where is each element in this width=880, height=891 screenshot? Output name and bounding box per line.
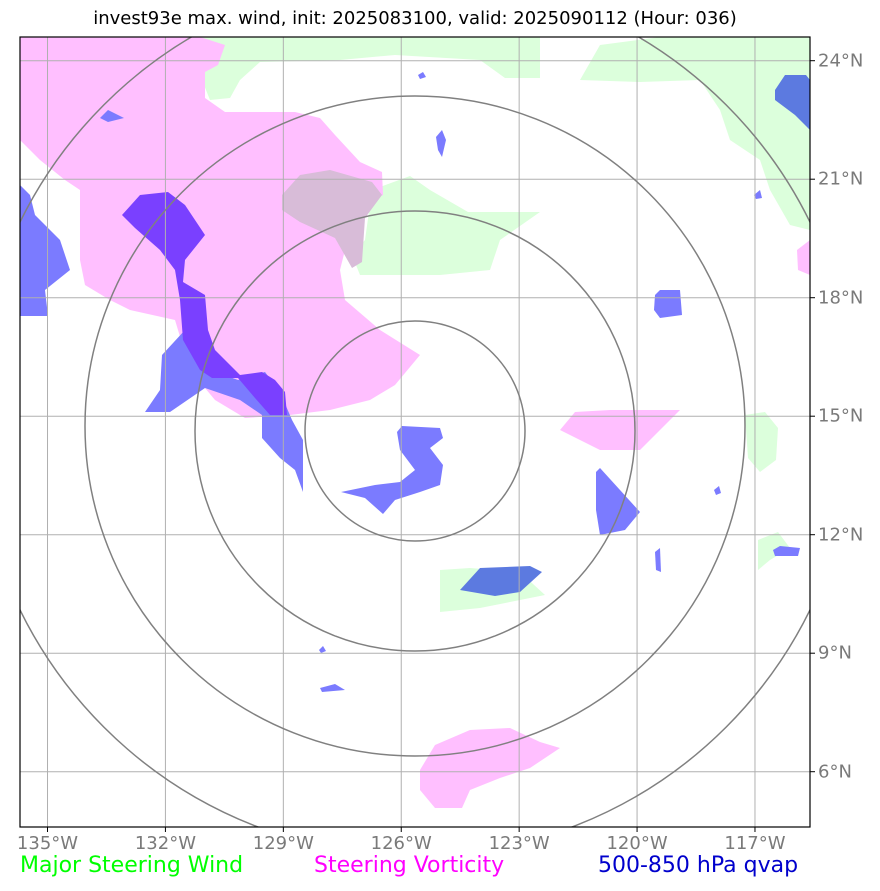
qvap-speck-3 xyxy=(655,548,661,572)
vort-region-east xyxy=(560,410,680,450)
qvap-speck-8 xyxy=(418,72,426,79)
qvap-region-center xyxy=(341,426,443,514)
wind-region-central xyxy=(352,176,540,275)
lon-label: 129°W xyxy=(252,833,314,854)
qvap-region-east xyxy=(596,468,640,535)
distance-ring-3 xyxy=(84,95,746,757)
wind-region-east xyxy=(745,412,778,472)
distance-ring-1 xyxy=(304,320,526,542)
qvap-region-west xyxy=(20,185,70,316)
qvap-region-band-dark xyxy=(122,192,287,415)
map-title: invest93e max. wind, init: 2025083100, v… xyxy=(93,8,737,29)
lat-label: 21°N xyxy=(818,168,864,190)
lon-label: 117°W xyxy=(724,833,786,854)
qvap-speck-6 xyxy=(754,190,762,199)
qvap-speck-7 xyxy=(714,486,721,495)
distance-ring-2 xyxy=(194,210,636,652)
qvap-speck-5 xyxy=(320,684,345,692)
lon-label: 126°W xyxy=(370,833,432,854)
vort-region-edge xyxy=(797,240,810,275)
qvap-region-south xyxy=(460,566,542,596)
lat-label: 15°N xyxy=(818,405,864,427)
legend-steering-vorticity: Steering Vorticity xyxy=(314,853,505,878)
qvap-region-east-small xyxy=(654,290,682,318)
axis-ticks xyxy=(47,60,815,832)
qvap-region-band-light xyxy=(145,330,303,492)
vort-region-main xyxy=(20,37,420,418)
distance-rings xyxy=(20,37,810,827)
lon-label: 132°W xyxy=(134,833,196,854)
lat-lon-grid xyxy=(20,37,810,827)
vort-region-south xyxy=(420,728,560,808)
qvap-regions xyxy=(20,72,810,692)
lon-label: 135°W xyxy=(16,833,79,854)
qvap-speck-2 xyxy=(100,110,124,122)
lat-label: 9°N xyxy=(818,642,852,664)
legend-steering-wind: Major Steering Wind xyxy=(20,853,244,878)
qvap-speck-9 xyxy=(319,646,326,653)
qvap-speck-4 xyxy=(773,546,800,556)
wind-region-north xyxy=(200,37,540,100)
lat-label: 12°N xyxy=(818,524,864,546)
lat-label: 18°N xyxy=(818,287,864,309)
map-frame xyxy=(19,36,811,828)
wind-vorticity-overlap xyxy=(282,170,382,268)
lat-label: 6°N xyxy=(818,761,852,783)
steering-vorticity-regions xyxy=(20,37,810,808)
qvap-region-northeast xyxy=(775,75,810,130)
qvap-speck-1 xyxy=(436,130,446,157)
wind-region-northeast xyxy=(580,37,810,230)
lat-label: 24°N xyxy=(818,50,864,72)
lon-label: 120°W xyxy=(606,833,668,854)
legend-qvap: 500-850 hPa qvap xyxy=(598,853,799,878)
lon-label: 123°W xyxy=(488,833,550,854)
